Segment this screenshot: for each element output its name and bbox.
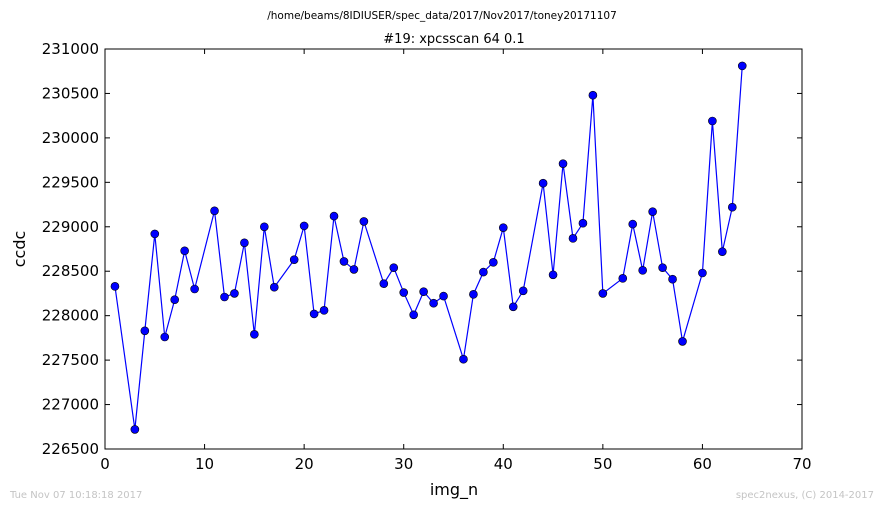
data-point	[220, 292, 229, 302]
data-point	[598, 289, 608, 298]
x-tick-label: 60	[693, 455, 712, 473]
data-point	[718, 247, 727, 256]
y-tick-label: 230500	[42, 84, 99, 102]
data-point	[638, 266, 647, 275]
data-point	[548, 270, 558, 280]
data-point	[150, 229, 160, 239]
y-tick-label: 229500	[42, 173, 99, 191]
x-axis: 0 10 20 30 40 50 60 70	[100, 49, 812, 473]
data-point	[568, 234, 578, 243]
data-point	[349, 265, 359, 274]
x-tick-label: 40	[494, 455, 513, 473]
data-point	[419, 287, 428, 296]
data-point	[269, 282, 279, 292]
data-point	[698, 268, 707, 278]
x-tick-label: 20	[295, 455, 314, 473]
data-point	[489, 258, 498, 267]
data-point	[379, 279, 389, 288]
data-point	[459, 354, 468, 364]
data-point	[190, 284, 199, 294]
y-tick-label: 227500	[42, 351, 99, 369]
footer-credit: spec2nexus, (C) 2014-2017	[736, 490, 874, 501]
data-point	[737, 61, 747, 71]
data-point	[628, 219, 638, 229]
y-tick-label: 229000	[42, 218, 99, 236]
data-point	[399, 288, 409, 297]
data-point	[678, 337, 687, 346]
data-point	[180, 246, 189, 256]
x-tick-label: 70	[792, 455, 811, 473]
data-point	[299, 221, 309, 231]
plot-frame	[104, 48, 803, 450]
data-point	[130, 425, 140, 434]
data-point	[558, 159, 568, 168]
data-point	[708, 116, 717, 126]
data-point	[309, 309, 319, 319]
data-point	[538, 178, 548, 188]
x-axis-label: img_n	[430, 480, 478, 500]
y-axis-label: ccdc	[10, 231, 29, 268]
data-point	[250, 330, 259, 339]
x-tick-label: 50	[593, 455, 612, 473]
footer-timestamp: Tue Nov 07 10:18:18 2017	[9, 490, 142, 501]
data-point	[319, 306, 329, 315]
data-point	[359, 217, 369, 226]
data-point	[230, 289, 239, 298]
y-tick-label: 227000	[42, 396, 99, 414]
data-point	[140, 326, 150, 336]
data-point	[240, 238, 249, 248]
data-point	[518, 286, 528, 296]
data-point	[498, 223, 508, 232]
y-axis: 226500 227000 227500 228000 228500 229000 2295…	[42, 40, 802, 458]
data-point	[210, 206, 219, 216]
data-series	[110, 61, 747, 434]
data-point	[339, 257, 349, 266]
data-point	[469, 290, 478, 299]
y-tick-label: 231000	[42, 40, 99, 58]
data-point	[658, 263, 667, 272]
data-point	[110, 282, 120, 291]
data-point	[648, 207, 657, 216]
data-point	[578, 218, 588, 228]
y-tick-label: 228000	[42, 307, 99, 325]
data-point	[668, 274, 677, 284]
data-point	[260, 222, 269, 232]
x-tick-label: 30	[394, 455, 413, 473]
x-tick-label: 0	[100, 455, 110, 473]
y-tick-label: 230000	[42, 129, 99, 147]
data-point	[389, 263, 399, 272]
data-point	[727, 202, 737, 212]
data-point	[508, 302, 518, 312]
data-point	[170, 295, 179, 304]
data-point	[329, 211, 339, 221]
data-point	[618, 274, 628, 283]
data-point	[479, 267, 488, 277]
y-tick-label: 226500	[42, 440, 99, 458]
data-point	[429, 298, 438, 308]
data-point	[588, 90, 598, 100]
data-point	[439, 291, 448, 301]
data-point	[160, 332, 170, 342]
path-title: /home/beams/8IDIUSER/spec_data/2017/Nov2…	[267, 10, 617, 22]
data-point	[289, 255, 299, 264]
chart-title: #19: xpcsscan 64 0.1	[383, 32, 524, 47]
y-tick-label: 228500	[42, 262, 99, 280]
x-tick-label: 10	[195, 455, 214, 473]
data-point	[409, 310, 418, 320]
